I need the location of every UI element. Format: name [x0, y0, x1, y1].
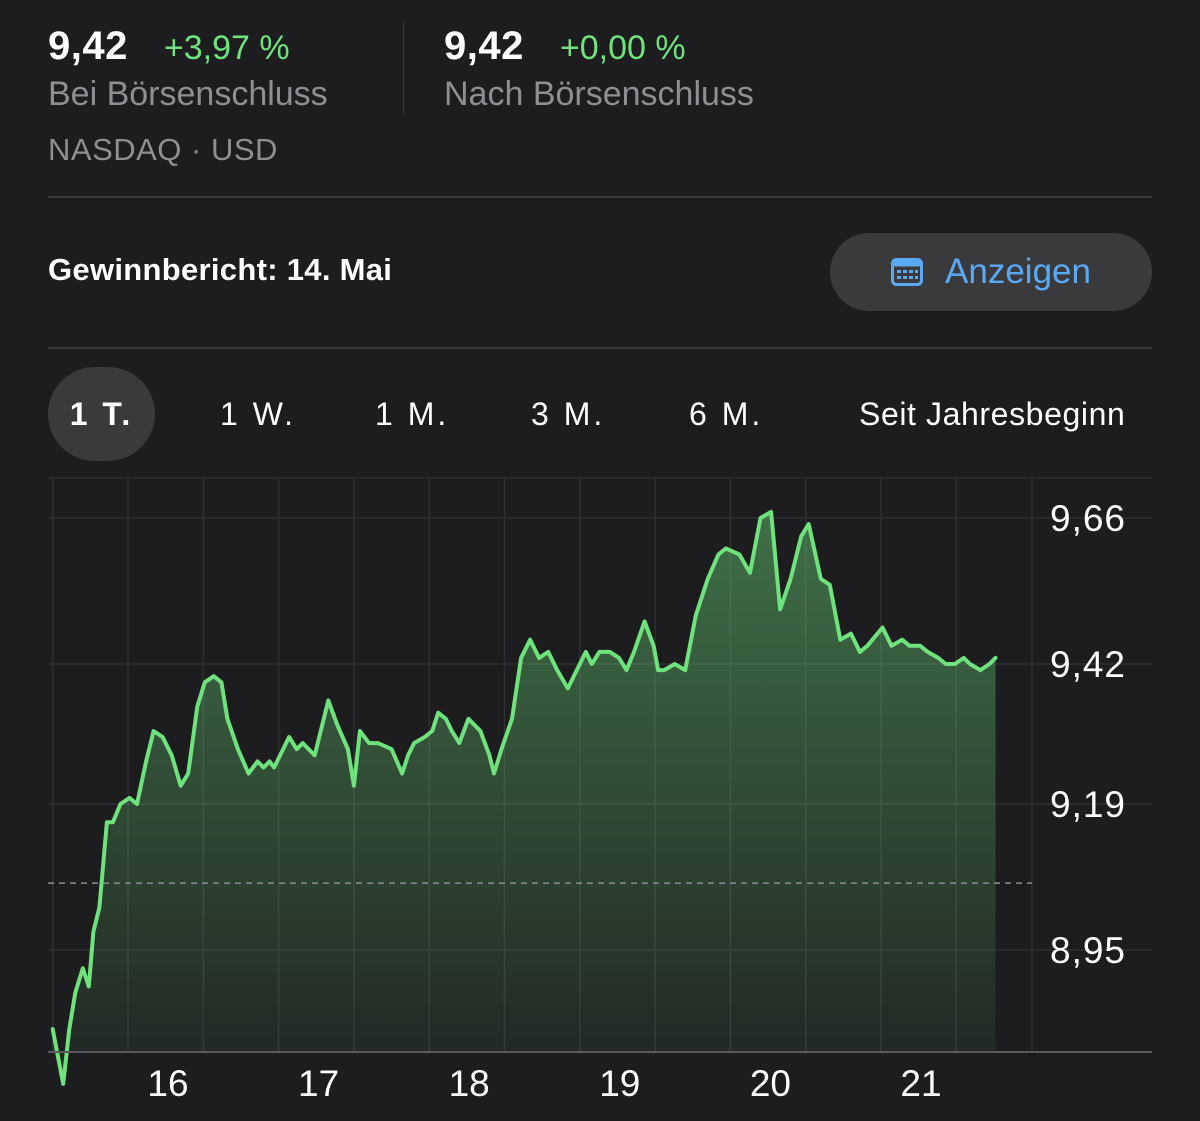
show-earnings-label: Anzeigen — [945, 252, 1091, 291]
close-price: 9,42 — [48, 24, 128, 68]
y-tick-label: 8,95 — [1050, 930, 1126, 971]
tab-1-month[interactable]: 1 M. — [375, 396, 450, 432]
tab-6-months[interactable]: 6 M. — [689, 396, 764, 432]
tab-1-day[interactable]: 1 T. — [48, 367, 155, 461]
divider — [48, 347, 1152, 349]
y-tick-label: 9,19 — [1050, 784, 1126, 825]
earnings-report-date: Gewinnbericht: 14. Mai — [48, 252, 393, 287]
x-tick-label: 18 — [449, 1063, 490, 1104]
after-hours-change: +0,00 % — [559, 29, 686, 67]
range-tabs: 1 T. 1 W. 1 M. 3 M. 6 M. Seit Jahresbegi… — [0, 367, 1200, 461]
close-change: +3,97 % — [163, 29, 290, 67]
tab-3-months[interactable]: 3 M. — [531, 396, 606, 432]
tab-1-week[interactable]: 1 W. — [220, 396, 297, 432]
show-earnings-button[interactable]: Anzeigen — [830, 233, 1152, 311]
x-tick-label: 21 — [900, 1063, 941, 1104]
tab-year-to-date[interactable]: Seit Jahresbeginn — [859, 396, 1126, 432]
close-quote: 9,42 +3,97 % Bei Börsenschluss — [48, 22, 328, 116]
y-tick-label: 9,42 — [1050, 644, 1126, 685]
after-hours-price: 9,42 — [444, 24, 524, 68]
quote-divider — [403, 22, 404, 114]
calendar-icon — [891, 258, 924, 286]
after-hours-quote: 9,42 +0,00 % Nach Börsenschluss — [444, 22, 754, 116]
divider — [48, 196, 1152, 198]
price-area — [52, 511, 996, 1084]
x-tick-label: 17 — [298, 1063, 339, 1104]
y-tick-label: 9,66 — [1050, 498, 1126, 539]
exchange-currency: NASDAQ · USD — [48, 132, 278, 167]
price-chart: 9,66 9,42 9,19 8,95 16 17 18 19 20 21 — [48, 477, 1152, 1104]
after-hours-label: Nach Börsenschluss — [444, 75, 754, 113]
close-label: Bei Börsenschluss — [48, 75, 328, 113]
x-tick-label: 19 — [599, 1063, 640, 1104]
x-tick-label: 16 — [147, 1063, 188, 1104]
x-tick-label: 20 — [750, 1063, 791, 1104]
price-line — [50, 509, 998, 1086]
